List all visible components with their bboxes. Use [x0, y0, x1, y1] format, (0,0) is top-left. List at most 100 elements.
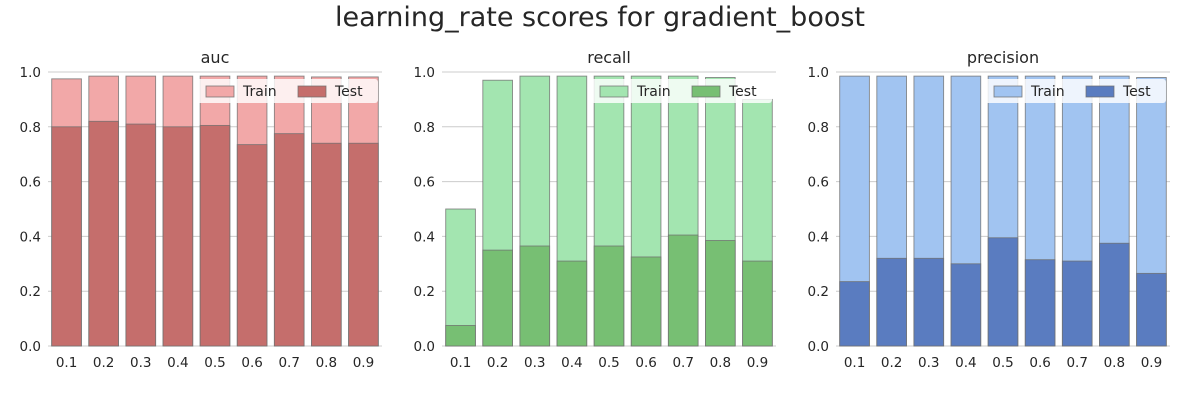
bar-test-0.2 — [482, 249, 513, 347]
x-tick-label: 0.5 — [204, 355, 225, 371]
bar-test-0.1 — [839, 281, 870, 347]
x-tick-label: 0.6 — [1029, 355, 1050, 371]
legend-label-test: Test — [1122, 84, 1151, 100]
subplot-title: recall — [587, 48, 631, 67]
y-tick-label: 0.6 — [414, 175, 435, 191]
x-tick-label: 0.4 — [955, 355, 976, 371]
x-tick-label: 0.4 — [167, 355, 188, 371]
subplot-auc: 0.0 0.2 0.4 0.6 0.8 1.0 0.1 0.2 0.3 0.4 0.5 0.6 0.7 0… — [20, 48, 382, 371]
legend-swatch-train — [599, 85, 629, 98]
bar-test-0.3 — [125, 123, 157, 347]
bar-test-0.2 — [88, 120, 119, 347]
bar-test-0.5 — [987, 237, 1019, 347]
legend-box — [196, 79, 378, 103]
y-tick-label: 0.2 — [414, 284, 435, 300]
x-tick-label: 0.4 — [561, 355, 582, 371]
x-tick-label: 0.8 — [316, 355, 337, 371]
legend-label-test: Test — [334, 84, 363, 100]
figure-title: learning_rate scores for gradient_boost — [334, 2, 866, 33]
x-tick-label: 0.3 — [918, 355, 939, 371]
legend: Train Test — [196, 79, 378, 103]
legend-label-train: Train — [242, 84, 277, 100]
y-tick-label: 0.6 — [20, 175, 41, 191]
bar-test-0.8 — [311, 142, 342, 347]
legend-box — [590, 79, 772, 103]
y-tick-label: 1.0 — [808, 65, 829, 81]
x-tick-label: 0.5 — [992, 355, 1013, 371]
x-tick-label: 0.6 — [241, 355, 262, 371]
bar-test-0.9 — [348, 142, 379, 347]
x-tick-label: 0.1 — [844, 355, 865, 371]
bar-test-0.5 — [593, 245, 625, 347]
y-tick-label: 0.0 — [20, 339, 41, 355]
bar-test-0.6 — [630, 256, 662, 347]
y-tick-label: 0.0 — [808, 339, 829, 355]
x-tick-label: 0.9 — [1141, 355, 1162, 371]
bar-test-0.4 — [556, 260, 588, 347]
legend-box — [984, 79, 1166, 103]
subplot-precision: 0.0 0.2 0.4 0.6 0.8 1.0 0.1 0.2 0.3 0.4 0.5 0.6 0.7 0… — [808, 48, 1170, 371]
y-tick-label: 0.6 — [808, 175, 829, 191]
legend-swatch-test — [691, 85, 721, 98]
y-tick-label: 0.4 — [808, 229, 829, 245]
x-tick-label: 0.9 — [747, 355, 768, 371]
x-tick-label: 0.2 — [93, 355, 114, 371]
legend-label-test: Test — [728, 84, 757, 100]
bar-test-0.4 — [162, 126, 194, 347]
legend-label-train: Train — [636, 84, 671, 100]
x-tick-label: 0.7 — [1066, 355, 1087, 371]
bar-test-0.4 — [950, 263, 982, 347]
x-tick-label: 0.7 — [278, 355, 299, 371]
bar-test-0.1 — [445, 325, 476, 347]
bar-test-0.3 — [519, 245, 551, 347]
y-tick-label: 0.2 — [808, 284, 829, 300]
subplot-title: auc — [201, 48, 230, 67]
bar-test-0.7 — [1061, 260, 1093, 347]
y-tick-label: 0.2 — [20, 284, 41, 300]
bar-test-0.6 — [236, 144, 268, 347]
bar-test-0.8 — [705, 240, 736, 347]
x-tick-label: 0.2 — [487, 355, 508, 371]
bar-test-0.7 — [667, 234, 699, 347]
bar-train-0.1 — [445, 208, 476, 347]
bar-test-0.7 — [273, 133, 305, 347]
y-tick-label: 0.0 — [414, 339, 435, 355]
bar-test-0.5 — [199, 124, 231, 347]
bar-test-0.3 — [913, 257, 945, 347]
bar-test-0.9 — [742, 260, 773, 347]
bar-test-0.6 — [1024, 259, 1056, 347]
y-tick-label: 0.8 — [20, 120, 41, 136]
legend: Train Test — [590, 79, 772, 103]
bar-test-0.2 — [876, 257, 907, 347]
x-tick-label: 0.6 — [635, 355, 656, 371]
y-tick-label: 0.8 — [808, 120, 829, 136]
x-tick-label: 0.2 — [881, 355, 902, 371]
subplot-title: precision — [967, 48, 1039, 67]
legend: Train Test — [984, 79, 1166, 103]
x-tick-label: 0.8 — [710, 355, 731, 371]
x-tick-label: 0.1 — [56, 355, 77, 371]
legend-swatch-train — [205, 85, 235, 98]
x-tick-label: 0.9 — [353, 355, 374, 371]
legend-swatch-test — [297, 85, 327, 98]
x-tick-label: 0.3 — [130, 355, 151, 371]
x-tick-label: 0.1 — [450, 355, 471, 371]
y-tick-label: 0.4 — [414, 229, 435, 245]
y-tick-label: 1.0 — [20, 65, 41, 81]
legend-swatch-train — [993, 85, 1023, 98]
y-tick-label: 0.4 — [20, 229, 41, 245]
x-tick-label: 0.3 — [524, 355, 545, 371]
legend-swatch-test — [1085, 85, 1115, 98]
x-tick-label: 0.7 — [672, 355, 693, 371]
x-tick-label: 0.8 — [1104, 355, 1125, 371]
legend-label-train: Train — [1030, 84, 1065, 100]
x-tick-label: 0.5 — [598, 355, 619, 371]
subplot-recall: 0.0 0.2 0.4 0.6 0.8 1.0 0.1 0.2 0.3 0.4 0.5 0.6 0.7 0… — [414, 48, 776, 371]
bar-test-0.8 — [1099, 242, 1130, 347]
y-tick-label: 0.8 — [414, 120, 435, 136]
bar-test-0.1 — [51, 126, 82, 347]
bar-test-0.9 — [1136, 272, 1167, 347]
y-tick-label: 1.0 — [414, 65, 435, 81]
